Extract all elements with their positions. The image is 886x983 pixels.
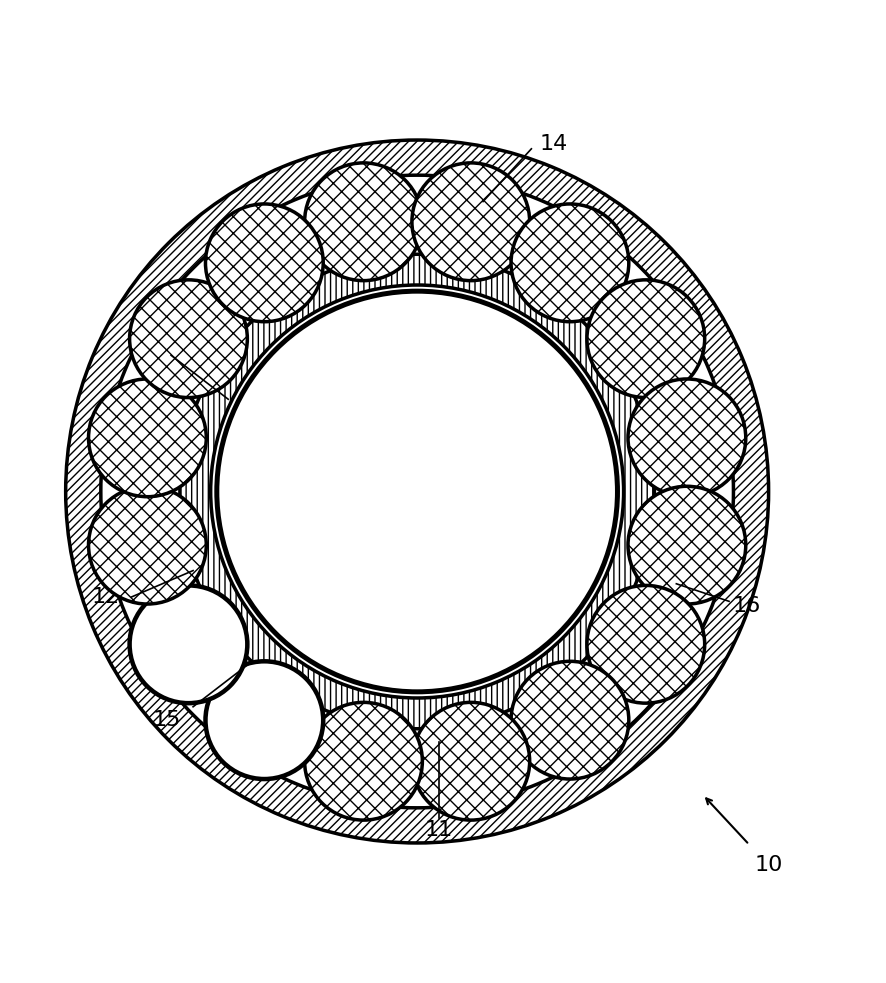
Circle shape [587,280,703,397]
Circle shape [206,662,323,780]
Circle shape [627,379,745,496]
Circle shape [304,703,422,820]
Text: 16: 16 [732,596,760,615]
Circle shape [216,291,617,692]
Circle shape [510,662,628,780]
Circle shape [411,703,529,820]
Text: 15: 15 [152,710,181,730]
Text: 14: 14 [539,135,567,154]
Wedge shape [180,255,654,728]
Text: 11: 11 [424,820,453,839]
Circle shape [411,163,529,280]
Wedge shape [66,140,768,843]
Circle shape [510,203,628,321]
Text: 12: 12 [91,587,120,607]
Circle shape [206,203,323,321]
Circle shape [304,163,422,280]
Text: 10: 10 [754,855,782,875]
Circle shape [89,487,206,604]
Text: 13: 13 [126,336,154,357]
Circle shape [129,586,247,703]
Circle shape [89,379,206,496]
Circle shape [129,280,247,397]
Circle shape [627,487,745,604]
Circle shape [587,586,703,703]
